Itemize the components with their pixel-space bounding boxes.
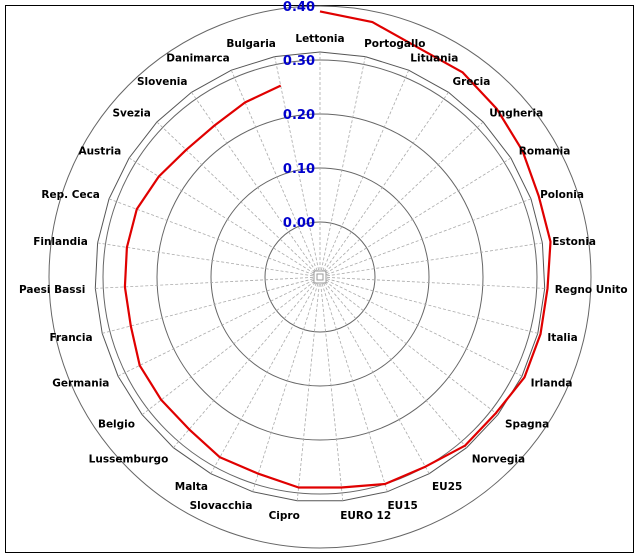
category-label: Lussemburgo bbox=[89, 453, 169, 465]
category-label: Francia bbox=[49, 332, 92, 344]
category-label: Paesi Bassi bbox=[19, 284, 85, 296]
grid-ring bbox=[102, 59, 538, 495]
category-labels: Lettonia Portogallo Lituania Grecia Ungheria… bbox=[19, 33, 628, 522]
spoke-line bbox=[102, 278, 314, 334]
spoke-line bbox=[128, 157, 315, 274]
category-label: Rep. Ceca bbox=[41, 189, 100, 201]
grid-ring bbox=[210, 167, 430, 387]
category-label: Grecia bbox=[453, 76, 491, 88]
chart-frame bbox=[5, 5, 634, 553]
spoke-line bbox=[95, 277, 314, 289]
spoke-line bbox=[326, 198, 532, 275]
radial-tick-label: 0.00 bbox=[283, 216, 315, 231]
category-label: EURO 12 bbox=[340, 510, 391, 522]
spoke-line bbox=[326, 279, 523, 377]
spoke-line bbox=[325, 280, 499, 416]
category-label: Cipro bbox=[269, 510, 300, 522]
spoke-line bbox=[323, 282, 430, 474]
category-label: Ungheria bbox=[489, 107, 543, 119]
spoke-line bbox=[156, 121, 316, 273]
series-layer bbox=[123, 10, 552, 489]
radial-tick-label: 0.30 bbox=[283, 54, 315, 69]
spoke-line bbox=[296, 283, 320, 501]
spoke-line bbox=[117, 279, 314, 377]
category-label: EU25 bbox=[432, 481, 462, 493]
radial-tick-label: 0.10 bbox=[283, 162, 315, 177]
spoke-line bbox=[141, 280, 315, 416]
category-label: Malta bbox=[175, 481, 208, 493]
category-label: Danimarca bbox=[166, 52, 229, 64]
spoke-line bbox=[320, 283, 344, 501]
radial-tick-label: 0.20 bbox=[283, 108, 315, 123]
category-label: Svezia bbox=[112, 107, 150, 119]
series-line bbox=[123, 10, 552, 489]
category-label: Regno Unito bbox=[555, 284, 628, 296]
spoke-line bbox=[97, 242, 314, 277]
spoke-line bbox=[326, 242, 543, 277]
category-label: EU15 bbox=[388, 500, 418, 512]
spoke-line bbox=[325, 157, 512, 274]
spoke-line bbox=[321, 283, 388, 492]
spoke-line bbox=[322, 70, 410, 271]
spoke-line bbox=[326, 277, 545, 289]
spoke-line bbox=[230, 70, 318, 271]
category-label: Lettonia bbox=[295, 33, 344, 45]
spoke-line bbox=[274, 56, 319, 271]
category-label: Spagna bbox=[505, 418, 549, 430]
category-label: Belgio bbox=[98, 418, 135, 430]
category-label: Portogallo bbox=[364, 38, 425, 50]
category-label: Bulgaria bbox=[226, 38, 276, 50]
grid-ring bbox=[48, 5, 592, 549]
category-label: Finlandia bbox=[33, 236, 88, 248]
spoke-line bbox=[173, 282, 316, 448]
radar-spokes bbox=[95, 52, 545, 501]
spoke-line bbox=[210, 282, 317, 474]
category-label: Austria bbox=[78, 146, 121, 158]
center-marker bbox=[313, 270, 327, 284]
spoke-line bbox=[321, 56, 366, 271]
center-marker-inner bbox=[316, 273, 324, 281]
category-label: Slovenia bbox=[137, 76, 188, 88]
category-label: Lituania bbox=[410, 52, 458, 64]
spoke-line bbox=[326, 278, 538, 334]
category-label: Romania bbox=[519, 146, 571, 158]
category-label: Irlanda bbox=[531, 377, 573, 389]
spoke-line bbox=[252, 283, 319, 492]
category-label: Norvegia bbox=[472, 453, 525, 465]
spoke-line bbox=[323, 92, 449, 272]
spoke-line bbox=[324, 121, 484, 273]
radial-tick-label: 0.40 bbox=[283, 0, 315, 15]
spoke-line bbox=[191, 92, 317, 272]
category-label: Italia bbox=[547, 332, 577, 344]
outer-boundary bbox=[94, 51, 546, 502]
radial-tick-labels: 0.00 0.10 0.20 0.30 0.40 bbox=[283, 0, 315, 231]
spoke-line bbox=[108, 198, 314, 275]
category-label: Germania bbox=[52, 377, 109, 389]
category-label: Polonia bbox=[540, 189, 584, 201]
spoke-line bbox=[324, 282, 467, 448]
category-label: Slovacchia bbox=[190, 500, 253, 512]
category-label: Estonia bbox=[552, 236, 596, 248]
